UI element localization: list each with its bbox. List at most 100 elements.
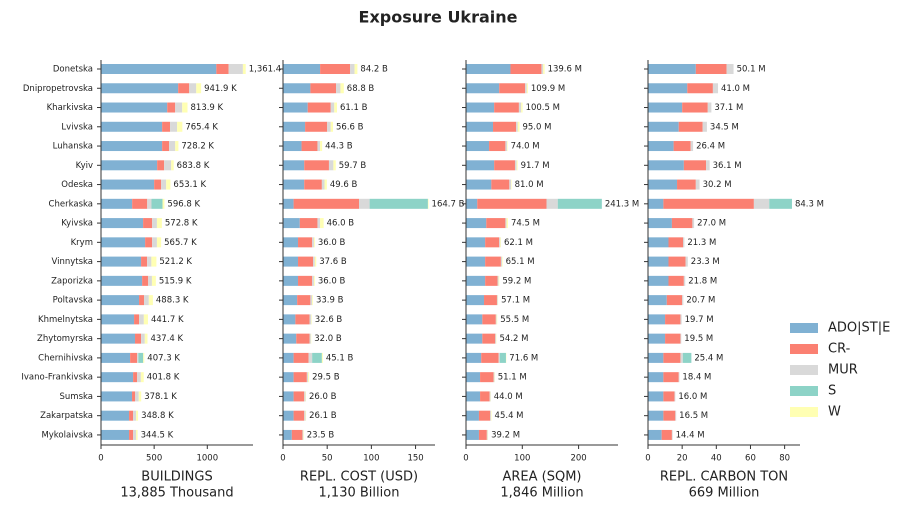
bar-segment	[500, 256, 503, 267]
x-axis-label: AREA (SQM)	[502, 470, 581, 485]
y-tick-label: Vinnytska	[51, 257, 93, 267]
bar-segment	[674, 391, 676, 402]
total-label: 57.1 M	[501, 296, 530, 306]
bar-segment	[648, 372, 664, 383]
total-label: 19.7 M	[685, 315, 714, 325]
bar-segment	[514, 160, 517, 171]
bar-segment	[466, 391, 481, 402]
bar-segment	[466, 121, 494, 132]
bar-segment	[310, 83, 337, 94]
total-label: 27.0 M	[697, 219, 726, 229]
bar-segment	[324, 179, 327, 190]
bar-segment	[283, 314, 296, 325]
bar-segment	[101, 237, 146, 248]
bar-segment	[692, 218, 695, 229]
bar-segment	[726, 64, 734, 74]
bar-segment	[101, 429, 130, 440]
total-label: 653.1 K	[173, 180, 206, 190]
total-label: 1,361.4 K	[249, 65, 290, 75]
bar-segment	[482, 314, 496, 325]
x-axis-label: REPL. CARBON TON	[660, 470, 788, 485]
total-label: 33.9 B	[316, 296, 344, 306]
bar-segment	[466, 218, 487, 229]
bar-segment	[148, 275, 152, 286]
bar-segment	[135, 333, 142, 344]
bar-segment	[283, 83, 311, 94]
bar-segment	[675, 410, 677, 421]
bar-segment	[327, 121, 331, 132]
bar-segment	[506, 218, 508, 229]
total-label: 45.4 M	[495, 411, 524, 421]
bar-segment	[690, 141, 694, 152]
bar-segment	[283, 256, 299, 267]
total-label: 68.8 B	[347, 84, 375, 94]
bar-segment	[557, 198, 602, 209]
bar-segment	[297, 295, 311, 306]
bar-segment	[486, 429, 488, 440]
bar-segment	[283, 141, 302, 152]
y-tick-label: Zhytomyrska	[37, 334, 93, 344]
y-tick-label: Donetska	[53, 65, 93, 75]
bar-segment	[170, 121, 178, 132]
total-label: 21.8 M	[688, 276, 717, 286]
bar-segment	[151, 256, 157, 267]
bar-segment	[317, 141, 321, 152]
bar-segment	[293, 352, 309, 363]
total-label: 401.8 K	[147, 373, 180, 383]
total-label: 41.0 M	[721, 84, 750, 94]
bar-segment	[145, 237, 153, 248]
bar-segment	[101, 160, 158, 171]
y-tick-label: Mykolaivska	[41, 430, 93, 440]
x-tick-label: 0	[463, 454, 468, 464]
bar-segment	[309, 333, 311, 344]
y-tick-label: Zaporizka	[51, 276, 93, 286]
bar-segment	[101, 333, 136, 344]
bar-segment	[509, 179, 512, 190]
bar-segment	[499, 237, 501, 248]
total-label: 21.3 M	[687, 238, 716, 248]
bar-segment	[101, 256, 142, 267]
bar-segment	[648, 102, 683, 113]
total-label: 109.9 M	[531, 84, 565, 94]
total-label: 488.3 K	[156, 296, 189, 306]
x-tick-label: 500	[146, 454, 162, 464]
bar-segment	[299, 218, 318, 229]
bar-segment	[682, 352, 692, 363]
total-label: 29.5 B	[312, 373, 340, 383]
bar-segment	[668, 256, 686, 267]
total-label: 62.1 M	[504, 238, 533, 248]
total-label: 348.8 K	[141, 411, 174, 421]
bar-segment	[312, 237, 314, 248]
bar-segment	[494, 160, 515, 171]
bar-segment	[143, 314, 148, 325]
y-tick-label: Luhanska	[53, 142, 93, 152]
legend-label: MUR	[828, 363, 858, 378]
bar-segment	[283, 275, 299, 286]
total-label: 44.0 M	[494, 392, 523, 402]
total-label: 19.5 M	[684, 334, 713, 344]
bar-segment	[283, 64, 321, 74]
bar-segment	[101, 295, 140, 306]
bar-segment	[340, 83, 344, 94]
bar-segment	[283, 391, 294, 402]
bar-segment	[304, 410, 306, 421]
bar-segment	[466, 83, 500, 94]
bar-segment	[648, 198, 664, 209]
bar-segment	[140, 372, 144, 383]
y-tick-label: Kyivska	[61, 219, 93, 229]
bar-segment	[671, 429, 673, 440]
total-label: 55.5 M	[500, 315, 529, 325]
bar-segment	[101, 391, 133, 402]
bar-segment	[477, 198, 547, 209]
x-tick-label: 150	[407, 454, 423, 464]
total-label: 164.7 B	[432, 199, 465, 209]
bar-segment	[142, 275, 149, 286]
total-label: 74.0 M	[511, 142, 540, 152]
bar-segment	[139, 295, 145, 306]
bar-segment	[283, 102, 308, 113]
legend-label: CR-	[828, 342, 851, 357]
bar-segment	[101, 314, 135, 325]
bar-segment	[283, 352, 294, 363]
bar-segment	[502, 256, 503, 267]
bar-segment	[466, 102, 495, 113]
